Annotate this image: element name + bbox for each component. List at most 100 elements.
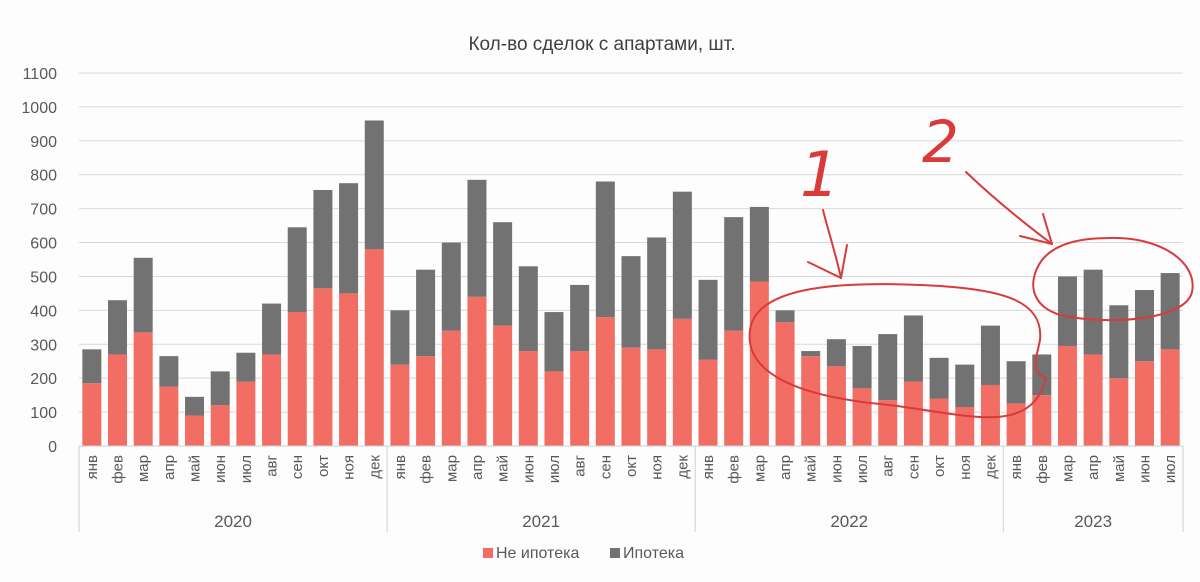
bar-segment-ne-ipoteka bbox=[672, 318, 692, 446]
bar-segment-ne-ipoteka bbox=[980, 384, 1000, 446]
y-tick-label: 900 bbox=[30, 134, 57, 151]
bar-segment-ne-ipoteka bbox=[1134, 361, 1154, 446]
year-group-label: 2020 bbox=[214, 512, 252, 531]
annotation-arrow-1 bbox=[822, 209, 842, 279]
x-tick-label: мар bbox=[135, 455, 152, 482]
bar-segment-ne-ipoteka bbox=[1032, 395, 1052, 446]
bar-segment-ipoteka bbox=[595, 181, 615, 318]
x-tick-label: дек bbox=[674, 455, 691, 479]
x-tick-label: июн bbox=[1136, 455, 1153, 483]
bars bbox=[82, 120, 1180, 446]
x-tick-label: июн bbox=[520, 455, 537, 483]
bar-segment-ne-ipoteka bbox=[647, 349, 667, 446]
bar-segment-ipoteka bbox=[980, 325, 1000, 385]
bar-segment-ne-ipoteka bbox=[133, 332, 153, 446]
bar-segment-ne-ipoteka bbox=[595, 317, 615, 446]
x-tick-label: сен bbox=[905, 455, 922, 479]
y-tick-label: 700 bbox=[30, 202, 57, 219]
bar-segment-ne-ipoteka bbox=[287, 312, 307, 446]
y-tick-label: 0 bbox=[48, 439, 57, 456]
bar-segment-ipoteka bbox=[185, 396, 205, 416]
bar-segment-ipoteka bbox=[82, 349, 102, 384]
bar-segment-ne-ipoteka bbox=[159, 386, 179, 446]
bar-segment-ipoteka bbox=[493, 222, 513, 326]
x-tick-label: май bbox=[495, 455, 512, 482]
annotation-arrowhead-1 bbox=[807, 244, 848, 279]
bar-segment-ne-ipoteka bbox=[698, 359, 718, 446]
x-tick-label: апр bbox=[1085, 455, 1102, 480]
bar-segment-ne-ipoteka bbox=[185, 415, 205, 446]
bar-segment-ne-ipoteka bbox=[1160, 349, 1180, 446]
x-tick-label: ноя bbox=[957, 455, 974, 480]
x-tick-label: янв bbox=[700, 455, 717, 479]
annotation-circle-1 bbox=[748, 283, 1047, 419]
bar-segment-ipoteka bbox=[441, 242, 461, 331]
annotation-number-1: 1 bbox=[800, 138, 839, 211]
annotation-number-2: 2 bbox=[922, 108, 959, 176]
bar-segment-ipoteka bbox=[416, 269, 436, 357]
bar-segment-ne-ipoteka bbox=[852, 388, 872, 446]
y-tick-label: 500 bbox=[30, 269, 57, 286]
x-tick-label: дек bbox=[366, 455, 383, 479]
bar-segment-ipoteka bbox=[313, 189, 333, 289]
bar-segment-ipoteka bbox=[955, 364, 975, 408]
y-tick-label: 600 bbox=[30, 236, 57, 253]
legend: Не ипотека Ипотека bbox=[483, 545, 684, 562]
x-tick-label: мар bbox=[751, 455, 768, 482]
bar-segment-ipoteka bbox=[826, 339, 846, 367]
bar-segment-ipoteka bbox=[621, 256, 641, 348]
x-tick-label: янв bbox=[84, 455, 101, 479]
bar-segment-ipoteka bbox=[672, 191, 692, 319]
bar-segment-ne-ipoteka bbox=[236, 381, 256, 446]
bar-segment-ipoteka bbox=[852, 345, 872, 389]
bar-segment-ipoteka bbox=[339, 183, 359, 294]
bar-segment-ne-ipoteka bbox=[801, 356, 821, 446]
x-tick-label: май bbox=[187, 455, 204, 482]
x-tick-label: июл bbox=[854, 455, 871, 483]
y-tick-label: 200 bbox=[30, 371, 57, 388]
bar-segment-ipoteka bbox=[544, 312, 564, 372]
year-group-label: 2022 bbox=[830, 512, 868, 531]
legend-swatch bbox=[610, 548, 620, 558]
year-group-label: 2021 bbox=[522, 512, 560, 531]
x-tick-label: авг bbox=[264, 454, 281, 476]
x-tick-label: июл bbox=[1162, 455, 1179, 483]
x-tick-label: фев bbox=[726, 455, 743, 484]
bar-segment-ne-ipoteka bbox=[262, 354, 282, 446]
bar-segment-ne-ipoteka bbox=[108, 354, 128, 446]
bar-segment-ne-ipoteka bbox=[724, 330, 744, 446]
bar-segment-ipoteka bbox=[1109, 305, 1129, 379]
bar-segment-ne-ipoteka bbox=[416, 356, 436, 446]
bar-segment-ipoteka bbox=[929, 357, 949, 399]
bar-segment-ne-ipoteka bbox=[210, 405, 230, 446]
x-tick-label: окт bbox=[931, 455, 948, 477]
bar-segment-ipoteka bbox=[364, 120, 384, 250]
bar-segment-ne-ipoteka bbox=[390, 364, 410, 446]
bar-segment-ipoteka bbox=[570, 284, 590, 352]
chart-title: Кол-во сделок с апартами, шт. bbox=[468, 34, 735, 55]
x-tick-label: янв bbox=[1008, 455, 1025, 479]
annotation-arrow-2 bbox=[965, 171, 1053, 245]
bar-segment-ne-ipoteka bbox=[441, 330, 461, 446]
bar-segment-ne-ipoteka bbox=[1057, 345, 1077, 446]
legend-swatch bbox=[483, 548, 493, 558]
bar-segment-ipoteka bbox=[108, 300, 128, 355]
bar-segment-ipoteka bbox=[518, 266, 538, 352]
legend-label: Не ипотека bbox=[496, 545, 579, 562]
bar-segment-ipoteka bbox=[1057, 276, 1077, 346]
x-tick-label: окт bbox=[623, 455, 640, 477]
bar-segment-ipoteka bbox=[467, 179, 487, 297]
x-tick-label: апр bbox=[777, 455, 794, 480]
x-tick-label: фев bbox=[1034, 455, 1051, 484]
x-tick-label: авг bbox=[572, 454, 589, 476]
bar-segment-ipoteka bbox=[1083, 269, 1103, 355]
legend-label: Ипотека bbox=[623, 545, 684, 562]
bar-segment-ipoteka bbox=[647, 237, 667, 350]
annotation-arrowhead-2 bbox=[1019, 213, 1053, 245]
bar-segment-ne-ipoteka bbox=[570, 351, 590, 446]
x-tick-label: ноя bbox=[649, 455, 666, 480]
bar-segment-ipoteka bbox=[1006, 361, 1026, 404]
y-tick-label: 800 bbox=[30, 168, 57, 185]
x-tick-label: июл bbox=[238, 455, 255, 483]
